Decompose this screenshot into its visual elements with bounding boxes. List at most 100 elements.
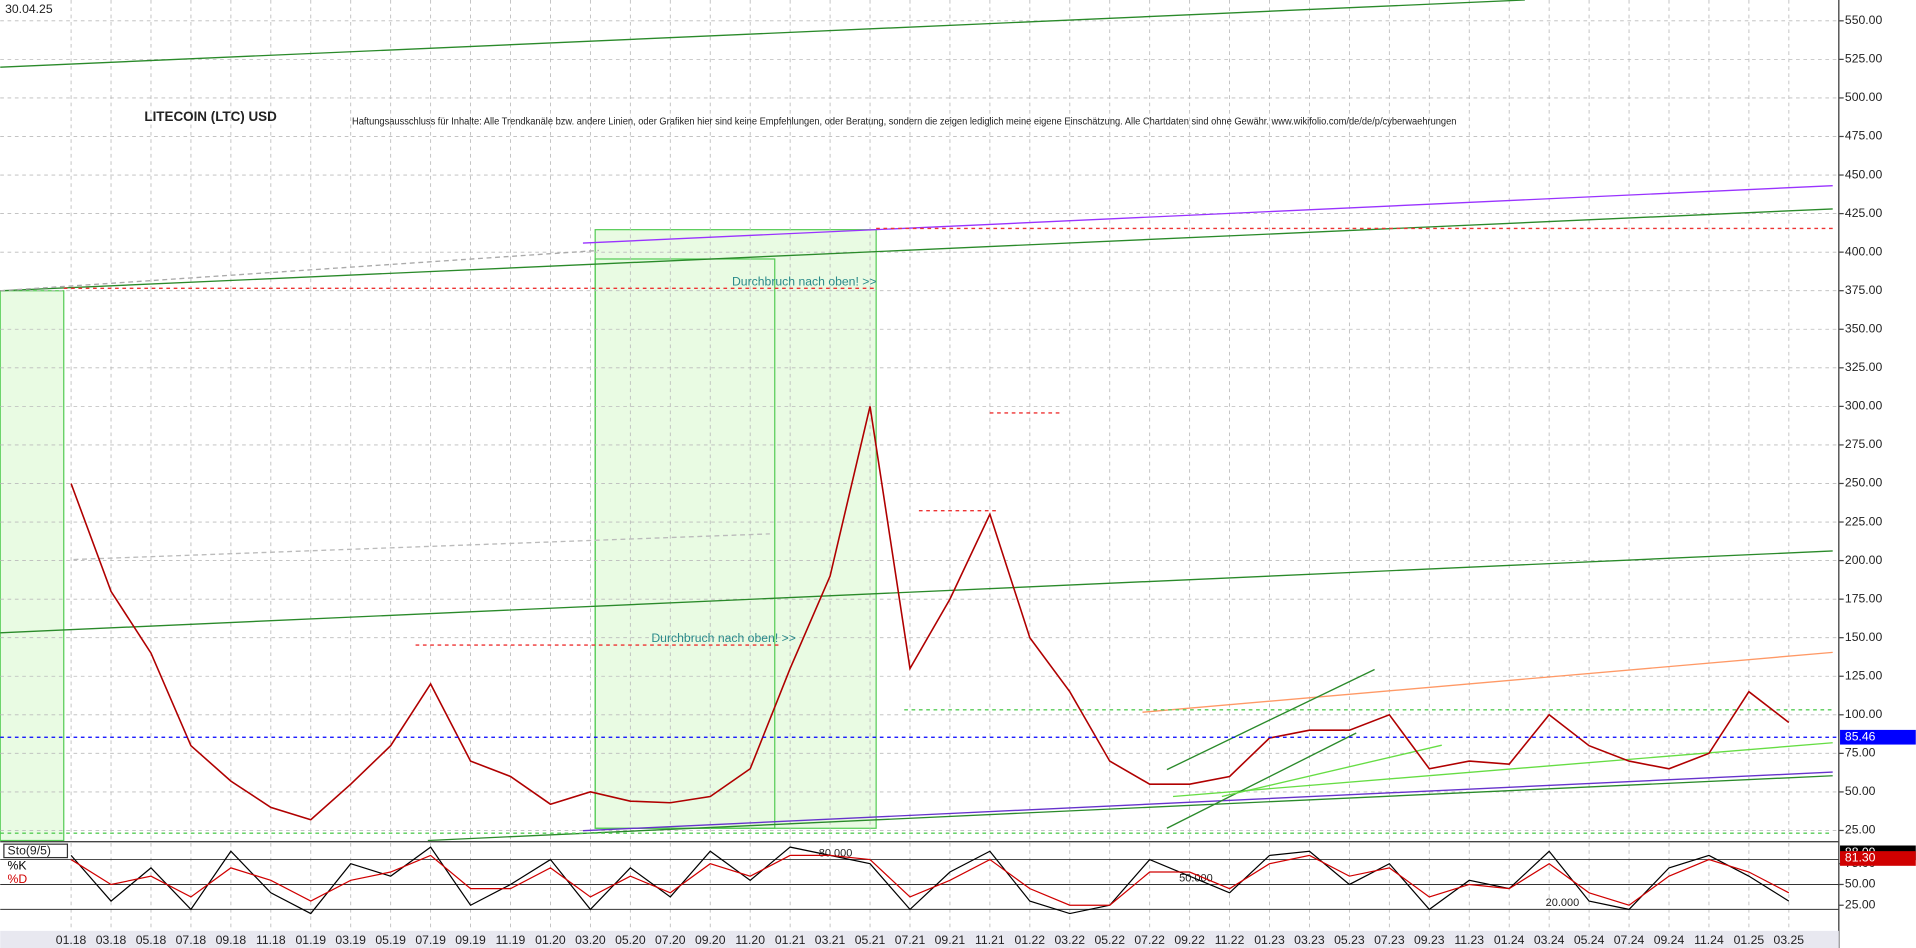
x-tick-label: 11.22 — [1215, 933, 1245, 947]
y-tick-label: 25.00 — [1845, 897, 1876, 911]
y-tick-label: 300.00 — [1845, 399, 1883, 413]
x-tick-label: 03.23 — [1294, 933, 1325, 947]
x-tick-label: 11.23 — [1454, 933, 1484, 947]
zone — [594, 229, 877, 829]
x-tick-label: 01.22 — [1015, 933, 1046, 947]
x-tick-label: 03.19 — [335, 933, 366, 947]
x-tick-label: 01.24 — [1494, 933, 1525, 947]
x-tick-label: 05.23 — [1334, 933, 1365, 947]
x-tick-label: 09.18 — [216, 933, 247, 947]
trend-line — [0, 550, 1833, 634]
x-tick-label: 05.20 — [615, 933, 646, 947]
trend-line — [582, 185, 1833, 244]
trend-lines — [0, 0, 1840, 948]
x-tick-label: 05.19 — [375, 933, 406, 947]
x-tick-label: 11.18 — [256, 933, 286, 947]
y-tick-label: 350.00 — [1845, 321, 1883, 335]
x-tick-label: 11.20 — [735, 933, 765, 947]
y-tick-label: 325.00 — [1845, 360, 1883, 374]
y-tick-label: 225.00 — [1845, 514, 1883, 528]
x-tick-label: 01.20 — [535, 933, 566, 947]
trend-line — [427, 775, 1833, 842]
x-tick-label: 03.24 — [1534, 933, 1565, 947]
y-tick-label: 550.00 — [1845, 13, 1883, 27]
x-tick-label: 07.20 — [655, 933, 686, 947]
y-tick-label: 500.00 — [1845, 90, 1883, 104]
x-tick-label: 09.23 — [1414, 933, 1445, 947]
x-tick-label: 01.25 — [1734, 933, 1765, 947]
trend-line — [0, 208, 1833, 292]
annotation: Durchbruch nach oben! >> — [732, 274, 877, 288]
trend-line — [1142, 651, 1833, 713]
y-tick-label: 150.00 — [1845, 630, 1883, 644]
x-tick-label: 11.19 — [496, 933, 526, 947]
level-label: 80.000 — [819, 847, 853, 859]
grid — [0, 0, 1839, 931]
x-tick-label: 07.22 — [1134, 933, 1165, 947]
annotation: Durchbruch nach oben! >> — [651, 631, 796, 645]
legend-label: %K — [8, 858, 27, 872]
x-tick-label: 03.18 — [96, 933, 127, 947]
y-tick-label: 75.00 — [1845, 746, 1876, 760]
x-tick-label: 05.24 — [1574, 933, 1605, 947]
y-tick-label: 400.00 — [1845, 244, 1883, 258]
y-tick-label: 50.00 — [1845, 877, 1876, 891]
x-tick-label: 01.21 — [775, 933, 806, 947]
x-tick-label: 07.19 — [415, 933, 446, 947]
y-tick-label: 425.00 — [1845, 206, 1883, 220]
x-tick-label: 09.19 — [455, 933, 486, 947]
x-tick-label: 11.24 — [1694, 933, 1724, 947]
x-tick-label: 05.18 — [136, 933, 167, 947]
y-tick-label: 275.00 — [1845, 437, 1883, 451]
x-tick-label: 01.18 — [56, 933, 87, 947]
x-tick-label: 03.25 — [1774, 933, 1805, 947]
trend-line — [1166, 668, 1375, 771]
last-value-box — [1840, 851, 1916, 866]
level-label: 20.000 — [1546, 897, 1580, 909]
y-tick-label: 200.00 — [1845, 553, 1883, 567]
x-tick-label: 03.20 — [575, 933, 606, 947]
y-tick-label: 525.00 — [1845, 52, 1883, 66]
price-line — [70, 846, 1790, 915]
x-tick-label: 03.21 — [815, 933, 846, 947]
y-tick-label: 25.00 — [1845, 823, 1876, 837]
last-price-box — [1840, 729, 1916, 745]
y-tick-label: 125.00 — [1845, 668, 1883, 682]
indicator-title: Sto(9/5) — [8, 844, 51, 858]
price-line — [70, 406, 1790, 821]
trend-line — [1172, 742, 1833, 798]
y-tick-label: 450.00 — [1845, 167, 1883, 181]
trend-line — [0, 249, 599, 292]
x-tick-label: 11.21 — [975, 933, 1005, 947]
x-tick-label: 01.19 — [295, 933, 326, 947]
trend-line — [0, 0, 1525, 68]
x-tick-label: 03.22 — [1055, 933, 1086, 947]
legend-label: %D — [8, 872, 28, 886]
disclaimer: Haftungsausschluss für Inhalte: Alle Tre… — [352, 117, 1456, 128]
trend-line — [1221, 744, 1442, 798]
x-tick-label: 05.21 — [855, 933, 886, 947]
x-tick-label: 09.20 — [695, 933, 726, 947]
y-tick-label: 475.00 — [1845, 129, 1883, 143]
x-tick-label: 05.22 — [1094, 933, 1125, 947]
y-tick-label: 100.00 — [1845, 707, 1883, 721]
trend-line — [582, 771, 1833, 832]
y-tick-label: 50.00 — [1845, 784, 1876, 798]
x-tick-label: 09.24 — [1654, 933, 1685, 947]
last-price-label: 85.46 — [1845, 729, 1876, 743]
indicator-box — [3, 843, 69, 859]
x-tick-label: 09.22 — [1174, 933, 1205, 947]
x-tick-label: 09.21 — [935, 933, 966, 947]
chart-title: LITECOIN (LTC) USD — [144, 109, 277, 124]
trend-line — [1166, 732, 1357, 829]
y-tick-label: 175.00 — [1845, 591, 1883, 605]
x-tick-label: 01.23 — [1254, 933, 1285, 947]
last-value-label: 81.30 — [1845, 851, 1876, 865]
price-line — [70, 854, 1790, 906]
y-tick-label: 375.00 — [1845, 283, 1883, 297]
x-tick-label: 07.24 — [1614, 933, 1645, 947]
